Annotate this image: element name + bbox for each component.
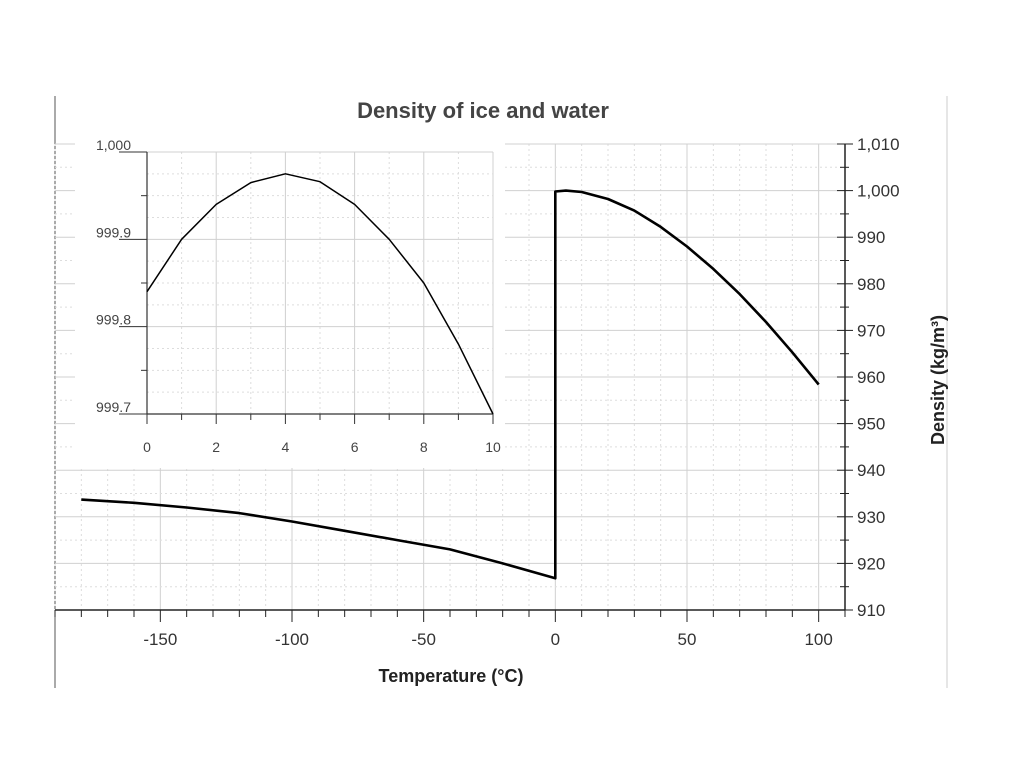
inset-y-tick-label: 1,000 [96,137,131,153]
main-series-layer [81,189,820,580]
y-axis-title: Density (kg/m³) [928,315,948,445]
inset-x-tick-label: 10 [485,439,501,455]
main-y-tick-label: 1,010 [857,135,900,154]
main-x-tick-label: -50 [411,630,436,649]
main-y-tick-label: 960 [857,368,885,387]
main-x-tick-label: 100 [804,630,832,649]
inset-x-tick-label: 8 [420,439,428,455]
main-x-tick-label: 50 [678,630,697,649]
inset-chart: 0 2 4 6 8 10 999.7 999.8 999.9 1,000 [75,137,505,468]
main-y-tick-label: 990 [857,228,885,247]
main-y-tick-label: 980 [857,275,885,294]
inset-x-tick-label: 0 [143,439,151,455]
main-y-tick-label: 940 [857,461,885,480]
inset-y-tick-label: 999.9 [96,224,131,240]
main-y-tick-label: 920 [857,554,885,573]
main-x-tick-label: 0 [551,630,560,649]
inset-x-tick-label: 6 [351,439,359,455]
main-y-tick-label: 970 [857,321,885,340]
main-x-tick-label: -150 [143,630,177,649]
x-axis-title: Temperature (°C) [379,666,524,686]
inset-background [75,138,505,468]
main-axes: -150 -100 -50 0 50 10091092093094095096097098… [54,135,900,649]
inset-x-tick-label: 4 [282,439,290,455]
main-x-tick-label: -100 [275,630,309,649]
main-y-tick-label: 1,000 [857,182,900,201]
inset-x-tick-label: 2 [212,439,220,455]
inset-y-tick-label: 999.7 [96,399,131,415]
chart-title: Density of ice and water [357,98,609,123]
main-y-tick-label: 910 [857,601,885,620]
inset-density-line [146,173,494,415]
main-density-line [81,189,820,580]
main-y-tick-label: 930 [857,508,885,527]
main-y-tick-label: 950 [857,415,885,434]
inset-y-tick-label: 999.8 [96,312,131,328]
